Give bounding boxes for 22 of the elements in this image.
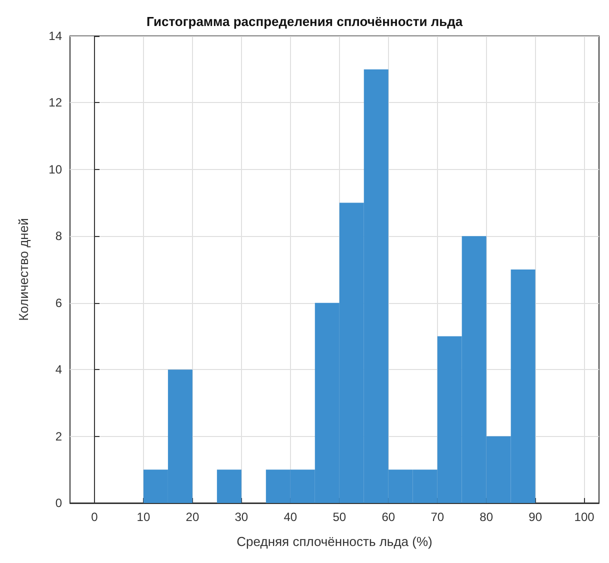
chart-title: Гистограмма распределения сплочённости льда [146,14,464,29]
x-tick-label: 70 [430,510,444,524]
y-axis-title: Количество дней [16,218,31,321]
y-tick-label: 12 [48,96,62,110]
x-tick-label: 40 [284,510,298,524]
y-tick-label: 6 [55,296,62,310]
x-tick-label: 50 [332,510,346,524]
y-tick-label: 0 [55,496,62,510]
y-tick-label: 2 [55,429,62,444]
x-tick-label: 80 [480,510,494,524]
x-tick-label: 90 [528,510,542,524]
x-tick-label: 10 [136,510,150,524]
y-tick-label: 4 [55,362,62,377]
x-tick-label: 60 [382,510,396,524]
x-tick-label: 20 [186,510,200,524]
x-tick-label: 30 [234,510,248,524]
y-tick-label: 10 [48,162,62,176]
y-tick-label: 14 [48,29,62,43]
x-tick-label: 0 [91,510,98,524]
x-tick-label: 100 [574,510,595,524]
y-tick-label: 8 [55,229,62,244]
x-axis-title: Средняя сплочённость льда (%) [236,534,432,549]
